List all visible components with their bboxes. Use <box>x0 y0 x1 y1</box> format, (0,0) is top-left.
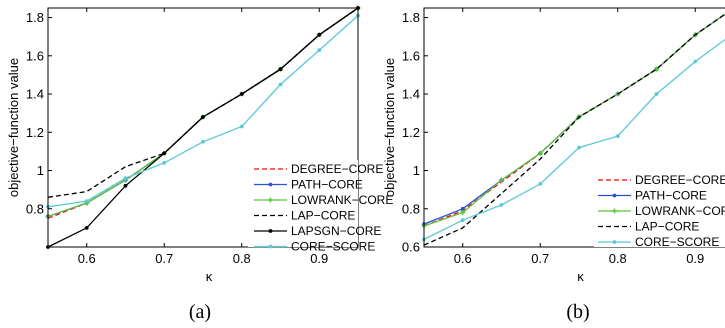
y-tick-label: 1.2 <box>402 125 420 140</box>
data-point <box>201 115 205 119</box>
plot-frame <box>47 7 359 248</box>
y-tick-label: 1.6 <box>402 48 420 63</box>
y-tick-label: 1.4 <box>26 87 44 102</box>
data-point <box>654 92 659 96</box>
legend-marker <box>612 240 617 244</box>
legend-entry-label: CORE−SCORE <box>291 240 375 254</box>
data-point <box>278 82 283 87</box>
legend-marker <box>268 182 273 187</box>
x-tick-label: 0.9 <box>310 251 328 266</box>
data-point <box>693 59 698 64</box>
x-tick-label: 0.7 <box>155 251 173 266</box>
legend-entry-label: PATH−CORE <box>291 178 363 192</box>
y-tick-label: 1.8 <box>402 10 420 25</box>
legend-entry-label: DEGREE−CORE <box>635 173 725 187</box>
chart-panel-a: 0.6 0.7 0.8 0.9 0.8 1 1.2 1.4 1.6 1.8 κ objective−f… <box>6 5 393 323</box>
y-tick-label: 1.6 <box>26 48 44 63</box>
legend-marker <box>268 229 273 233</box>
x-tick-label: 0.6 <box>78 251 96 266</box>
legend-marker <box>268 197 273 203</box>
data-point <box>460 218 465 223</box>
data-point <box>538 182 543 186</box>
x-tick-label: 0.8 <box>609 251 627 266</box>
legend-marker <box>612 193 617 198</box>
legend-entry-label: LAP−CORE <box>635 220 699 234</box>
plot-frame <box>423 7 725 248</box>
data-point <box>654 66 659 72</box>
legend-marker <box>268 244 273 249</box>
y-tick-label: 0.6 <box>402 240 420 255</box>
data-point <box>460 210 466 216</box>
data-point <box>84 199 89 204</box>
data-point <box>317 32 322 37</box>
legend-entry-label: LAP−CORE <box>291 209 355 223</box>
y-tick-label: 1.4 <box>402 87 420 102</box>
y-axis-label: objective−function value <box>6 58 21 197</box>
data-point <box>239 124 244 129</box>
data-point <box>162 151 167 156</box>
x-tick-label: 0.6 <box>454 251 472 266</box>
y-tick-label: 1.2 <box>26 125 44 140</box>
y-tick-label: 0.8 <box>26 201 44 216</box>
legend-entry-label: LAPSGN−CORE <box>291 224 381 238</box>
panel-label: (a) <box>189 301 211 323</box>
data-point <box>278 67 283 72</box>
x-tick-label: 0.7 <box>531 251 549 266</box>
legend-entry-label: CORE−SCORE <box>635 235 719 249</box>
data-point <box>577 145 581 150</box>
y-axis-label: objective−function value <box>382 58 397 197</box>
data-point <box>460 206 465 211</box>
x-tick-label: 0.9 <box>686 251 704 266</box>
x-axis-label: κ <box>577 269 584 284</box>
y-tick-label: 1 <box>37 163 44 178</box>
data-point <box>499 177 504 183</box>
data-point <box>317 48 322 52</box>
legend-entry-label: PATH−CORE <box>635 189 707 203</box>
data-point <box>499 203 504 207</box>
data-point <box>123 176 128 181</box>
x-tick-label: 0.8 <box>233 251 251 266</box>
legend-entry-label: DEGREE−CORE <box>291 162 383 176</box>
y-tick-label: 0.8 <box>402 201 420 216</box>
data-point <box>615 134 620 139</box>
series-line-lap-core <box>424 13 725 246</box>
data-point <box>239 92 244 96</box>
data-point <box>84 226 89 230</box>
legend-entry-label: LOWRANK−CORE <box>635 204 725 218</box>
legend-marker <box>612 208 617 214</box>
data-point <box>123 183 128 188</box>
y-tick-label: 1 <box>413 163 420 178</box>
chart-panel-b: 0.6 0.7 0.8 0.9 0.6 0.8 1 1.2 1.4 1.6 1.8 κ objectiv… <box>382 7 725 323</box>
panel-label: (b) <box>566 301 589 323</box>
y-tick-label: 1.8 <box>26 10 44 25</box>
data-point <box>537 150 543 156</box>
x-axis-label: κ <box>206 269 213 284</box>
data-point <box>201 139 205 144</box>
data-point <box>162 161 167 165</box>
legend-entry-label: LOWRANK−CORE <box>291 193 393 207</box>
